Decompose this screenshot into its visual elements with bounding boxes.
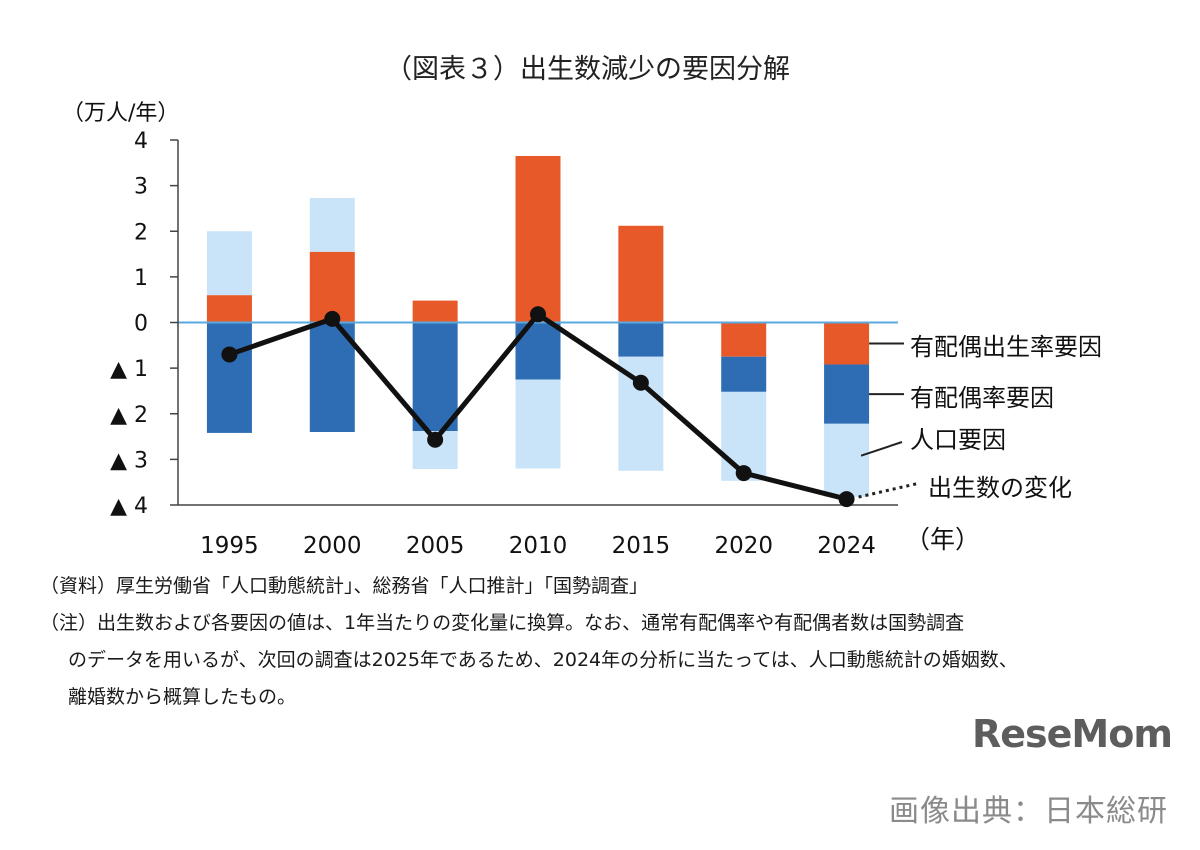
x-tick-label: 1995 — [200, 533, 259, 559]
births-change-point — [838, 491, 855, 508]
y-tick-label: 3 — [134, 175, 148, 200]
births-change-point — [427, 431, 444, 448]
births-change-point — [530, 306, 546, 323]
y-axis-label: （万人/年） — [62, 101, 179, 126]
legend-label: 有配偶率要因 — [910, 384, 1054, 412]
bar-segment — [721, 322, 767, 357]
line-series-group — [221, 306, 855, 508]
x-tick-label: 2000 — [303, 533, 362, 559]
births-change-point — [735, 465, 752, 482]
y-tick-label: ▲ 2 — [110, 403, 148, 428]
note-line-3: 離婚数から概算したもの。 — [68, 686, 297, 708]
y-tick-label: ▲ 1 — [110, 357, 148, 382]
bar-segment — [515, 155, 561, 323]
births-change-point — [221, 346, 238, 363]
note-line-1: （注）出生数および各要因の値は、1年当たりの変化量に換算。なお、通常有配偶率や有… — [40, 612, 965, 634]
x-tick-label: 2015 — [612, 533, 671, 559]
bar-segment — [721, 356, 767, 392]
bar-segment — [824, 364, 870, 424]
x-tick-label: 2024 — [817, 533, 876, 559]
chart-title: （図表３）出生数減少の要因分解 — [385, 54, 790, 85]
y-tick-label: 1 — [134, 266, 148, 291]
legend-label: 出生数の変化 — [928, 474, 1072, 502]
legend-label: 人口要因 — [910, 426, 1006, 454]
bar-segment — [206, 231, 252, 296]
bar-segment — [824, 322, 870, 365]
legend-label: 有配偶出生率要因 — [910, 333, 1102, 361]
y-tick-label: ▲ 3 — [110, 448, 148, 473]
y-ticks-group: 4 3 2 1 0 ▲ 1 ▲ 2 ▲ 3 ▲ 4 — [110, 129, 178, 519]
image-credit: 画像出典：日本総研 — [889, 794, 1168, 829]
bar-segment — [309, 197, 355, 252]
births-change-point — [324, 310, 341, 327]
y-tick-label: ▲ 4 — [110, 494, 148, 519]
y-tick-label: 2 — [134, 220, 148, 245]
x-axis-unit: （年） — [905, 525, 980, 554]
x-ticks-group: 1995 2000 2005 2010 2015 2020 2024 — [200, 533, 876, 559]
y-tick-label: 4 — [134, 129, 148, 154]
y-tick-label: 0 — [134, 312, 148, 337]
source-note: （資料）厚生労働省「人口動態統計」、総務省「人口推計」「国勢調査」 — [40, 575, 649, 597]
bar-segment — [515, 379, 561, 469]
bar-segment — [412, 300, 458, 323]
bar-segment — [412, 322, 458, 432]
bar-segment — [309, 251, 355, 323]
bar-segment — [206, 295, 252, 323]
note-line-2: のデータを用いるが、次回の調査は2025年であるため、2024年の分析に当たって… — [68, 649, 1018, 671]
legend-leader — [860, 441, 903, 457]
chart-notes: （資料）厚生労働省「人口動態統計」、総務省「人口推計」「国勢調査」 （注）出生数… — [40, 568, 1140, 716]
bar-segment — [309, 322, 355, 432]
bar-segment — [206, 322, 252, 433]
births-change-point — [632, 374, 649, 391]
x-tick-label: 2005 — [406, 533, 465, 559]
bar-segment — [824, 423, 870, 497]
x-tick-label: 2020 — [714, 533, 773, 559]
x-tick-label: 2010 — [509, 533, 568, 559]
bar-segment — [618, 322, 664, 357]
bar-segment — [618, 225, 664, 323]
resemom-logo: ReseMom — [972, 712, 1173, 756]
